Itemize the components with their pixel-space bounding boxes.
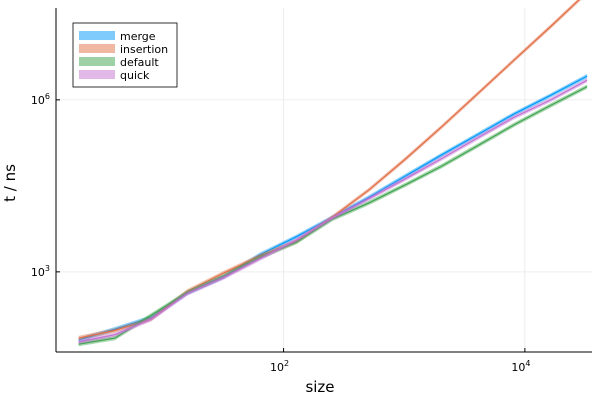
series-band-merge bbox=[78, 73, 588, 343]
y-axis-label: t / ns bbox=[1, 164, 19, 202]
grid bbox=[56, 8, 592, 352]
y-tick-label: 106 bbox=[31, 92, 50, 107]
legend-swatch-quick bbox=[79, 70, 115, 79]
series-line-merge bbox=[78, 75, 588, 341]
series-group bbox=[78, 0, 588, 347]
series-line-default bbox=[78, 86, 588, 345]
y-tick-label: 103 bbox=[31, 264, 50, 279]
y-tick-exponent: 3 bbox=[45, 264, 50, 273]
x-tick-label: 102 bbox=[270, 359, 289, 374]
series-line-insertion bbox=[78, 0, 580, 339]
x-tick-exponent: 4 bbox=[525, 359, 530, 368]
legend-label-insertion: insertion bbox=[120, 43, 168, 56]
legend-swatch-insertion bbox=[79, 44, 115, 53]
y-tick-base: 10 bbox=[31, 266, 45, 279]
legend-label-default: default bbox=[120, 56, 159, 69]
legend-label-quick: quick bbox=[120, 69, 150, 82]
x-tick-label: 104 bbox=[511, 359, 530, 374]
legend-label-merge: merge bbox=[120, 30, 156, 43]
legend-swatch-default bbox=[79, 57, 115, 66]
axes bbox=[55, 8, 592, 353]
x-tick-base: 10 bbox=[511, 361, 525, 374]
x-tick-base: 10 bbox=[270, 361, 284, 374]
y-tick-base: 10 bbox=[31, 94, 45, 107]
y-tick-exponent: 6 bbox=[45, 92, 50, 101]
series-band-quick bbox=[78, 78, 588, 344]
series-line-quick bbox=[78, 79, 588, 343]
x-axis-label: size bbox=[305, 378, 334, 396]
legend-swatch-merge bbox=[79, 31, 115, 40]
x-tick-exponent: 2 bbox=[284, 359, 289, 368]
